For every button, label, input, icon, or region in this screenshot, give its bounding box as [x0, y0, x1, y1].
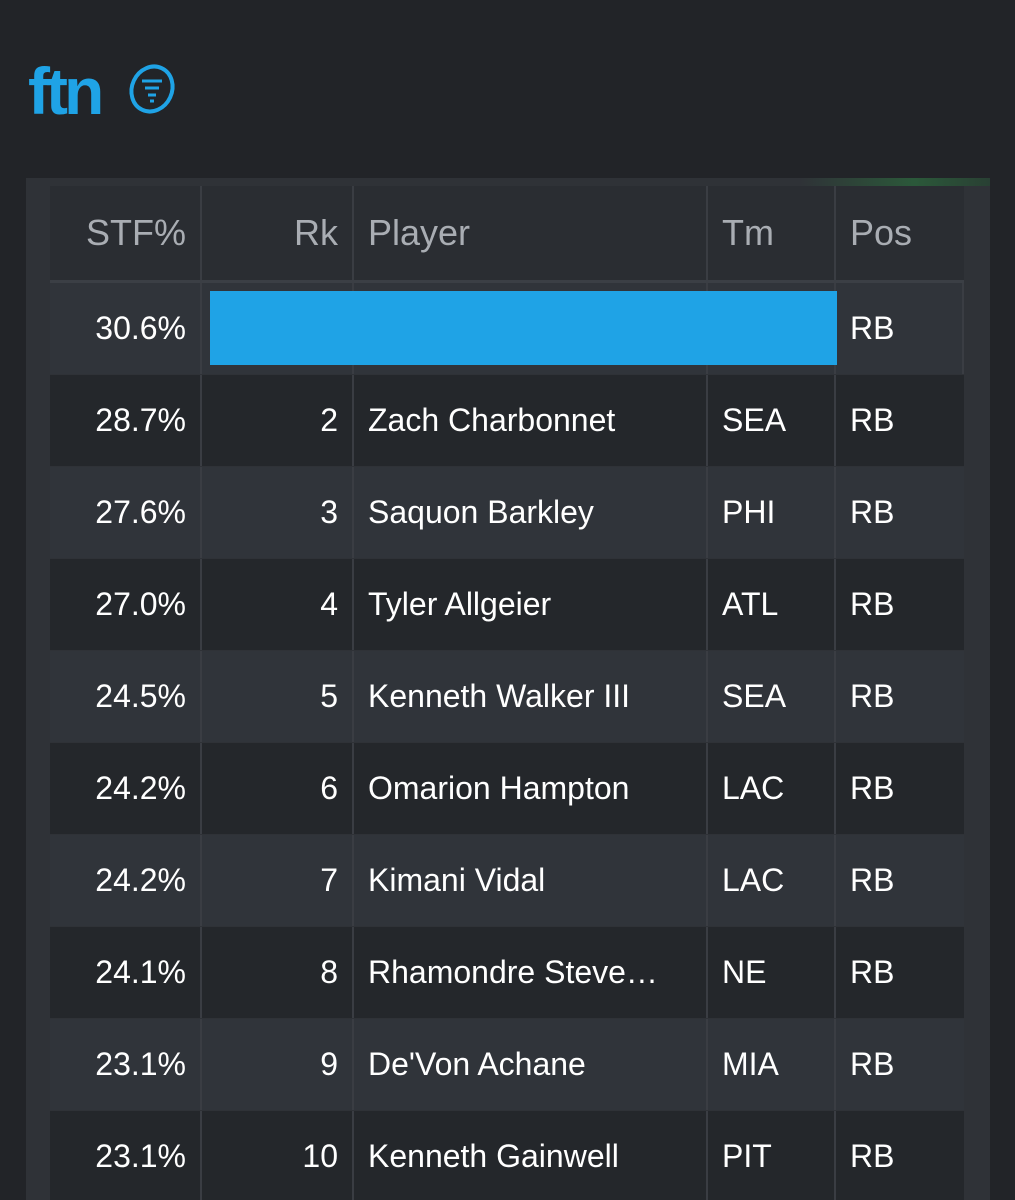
- position-cell: RB: [850, 678, 895, 714]
- panel-glow: [800, 178, 990, 186]
- player-cell: Kenneth Walker III: [354, 651, 708, 742]
- rank-cell: 3: [202, 467, 354, 558]
- stf-cell: 24.5%: [50, 651, 202, 742]
- player-cell: Tyler Allgeier: [354, 559, 708, 650]
- table-header: STF% Rk Player Tm Pos: [50, 186, 964, 283]
- team-cell: SEA: [708, 651, 836, 742]
- stf-cell: 28.7%: [50, 375, 202, 466]
- position-cell: RB: [850, 862, 895, 898]
- rank-cell: 5: [202, 651, 354, 742]
- position-cell: RB: [836, 283, 964, 374]
- team-cell: LAC: [708, 835, 836, 926]
- team-cell: SEA: [708, 375, 836, 466]
- stats-table: STF% Rk Player Tm Pos 30.6% RB 28.7% 2 Z…: [50, 186, 964, 1200]
- position-cell: RB: [850, 494, 895, 530]
- table-row[interactable]: 27.6% 3 Saquon Barkley PHI RB: [50, 467, 964, 559]
- table-row[interactable]: 24.2% 6 Omarion Hampton LAC RB: [50, 743, 964, 835]
- rank-cell: 2: [202, 375, 354, 466]
- app-header: ftn: [0, 0, 1015, 178]
- redaction-highlight-bar: [210, 291, 837, 365]
- position-cell: RB: [850, 954, 895, 990]
- stf-cell: 24.2%: [50, 835, 202, 926]
- stf-cell: 24.1%: [50, 927, 202, 1018]
- rank-cell: 7: [202, 835, 354, 926]
- position-cell: RB: [850, 1046, 895, 1082]
- player-cell: Kenneth Gainwell: [354, 1111, 708, 1200]
- logo-text: ftn: [28, 54, 101, 122]
- column-header-tm[interactable]: Tm: [708, 186, 836, 280]
- column-header-player[interactable]: Player: [354, 186, 708, 280]
- stf-cell: 24.2%: [50, 743, 202, 834]
- table-row[interactable]: 27.0% 4 Tyler Allgeier ATL RB: [50, 559, 964, 651]
- player-cell: Omarion Hampton: [354, 743, 708, 834]
- player-cell: Kimani Vidal: [354, 835, 708, 926]
- team-cell: NE: [708, 927, 836, 1018]
- player-cell: Zach Charbonnet: [354, 375, 708, 466]
- table-row[interactable]: 30.6% RB: [50, 283, 964, 375]
- rank-cell: 8: [202, 927, 354, 1018]
- player-name: Rhamondre Steve…: [368, 954, 658, 990]
- stats-panel: STF% Rk Player Tm Pos 30.6% RB 28.7% 2 Z…: [26, 178, 990, 1200]
- rank-cell: 6: [202, 743, 354, 834]
- column-header-pos[interactable]: Pos: [850, 212, 913, 253]
- stf-cell: 23.1%: [50, 1111, 202, 1200]
- player-cell: Rhamondre Steve…: [354, 927, 708, 1018]
- stf-cell: 23.1%: [50, 1019, 202, 1110]
- position-cell: RB: [850, 586, 895, 622]
- player-cell: Saquon Barkley: [354, 467, 708, 558]
- stf-cell: 30.6%: [50, 283, 202, 374]
- ftn-logo[interactable]: ftn: [28, 52, 178, 122]
- stf-cell: 27.6%: [50, 467, 202, 558]
- team-cell: PHI: [708, 467, 836, 558]
- team-cell: ATL: [708, 559, 836, 650]
- football-icon: [129, 64, 175, 114]
- player-cell: De'Von Achane: [354, 1019, 708, 1110]
- table-row[interactable]: 24.5% 5 Kenneth Walker III SEA RB: [50, 651, 964, 743]
- table-row[interactable]: 24.1% 8 Rhamondre Steve… NE RB: [50, 927, 964, 1019]
- position-cell: RB: [850, 402, 895, 438]
- team-cell: MIA: [708, 1019, 836, 1110]
- team-cell: PIT: [708, 1111, 836, 1200]
- table-row[interactable]: 23.1% 10 Kenneth Gainwell PIT RB: [50, 1111, 964, 1200]
- column-header-rk[interactable]: Rk: [202, 186, 354, 280]
- table-row[interactable]: 23.1% 9 De'Von Achane MIA RB: [50, 1019, 964, 1111]
- rank-cell: 4: [202, 559, 354, 650]
- column-header-stf[interactable]: STF%: [50, 186, 202, 280]
- rank-cell: 9: [202, 1019, 354, 1110]
- table-row[interactable]: 28.7% 2 Zach Charbonnet SEA RB: [50, 375, 964, 467]
- table-row[interactable]: 24.2% 7 Kimani Vidal LAC RB: [50, 835, 964, 927]
- position-cell: RB: [850, 770, 895, 806]
- team-cell: LAC: [708, 743, 836, 834]
- position-cell: RB: [850, 1138, 895, 1174]
- stf-cell: 27.0%: [50, 559, 202, 650]
- rank-cell: 10: [202, 1111, 354, 1200]
